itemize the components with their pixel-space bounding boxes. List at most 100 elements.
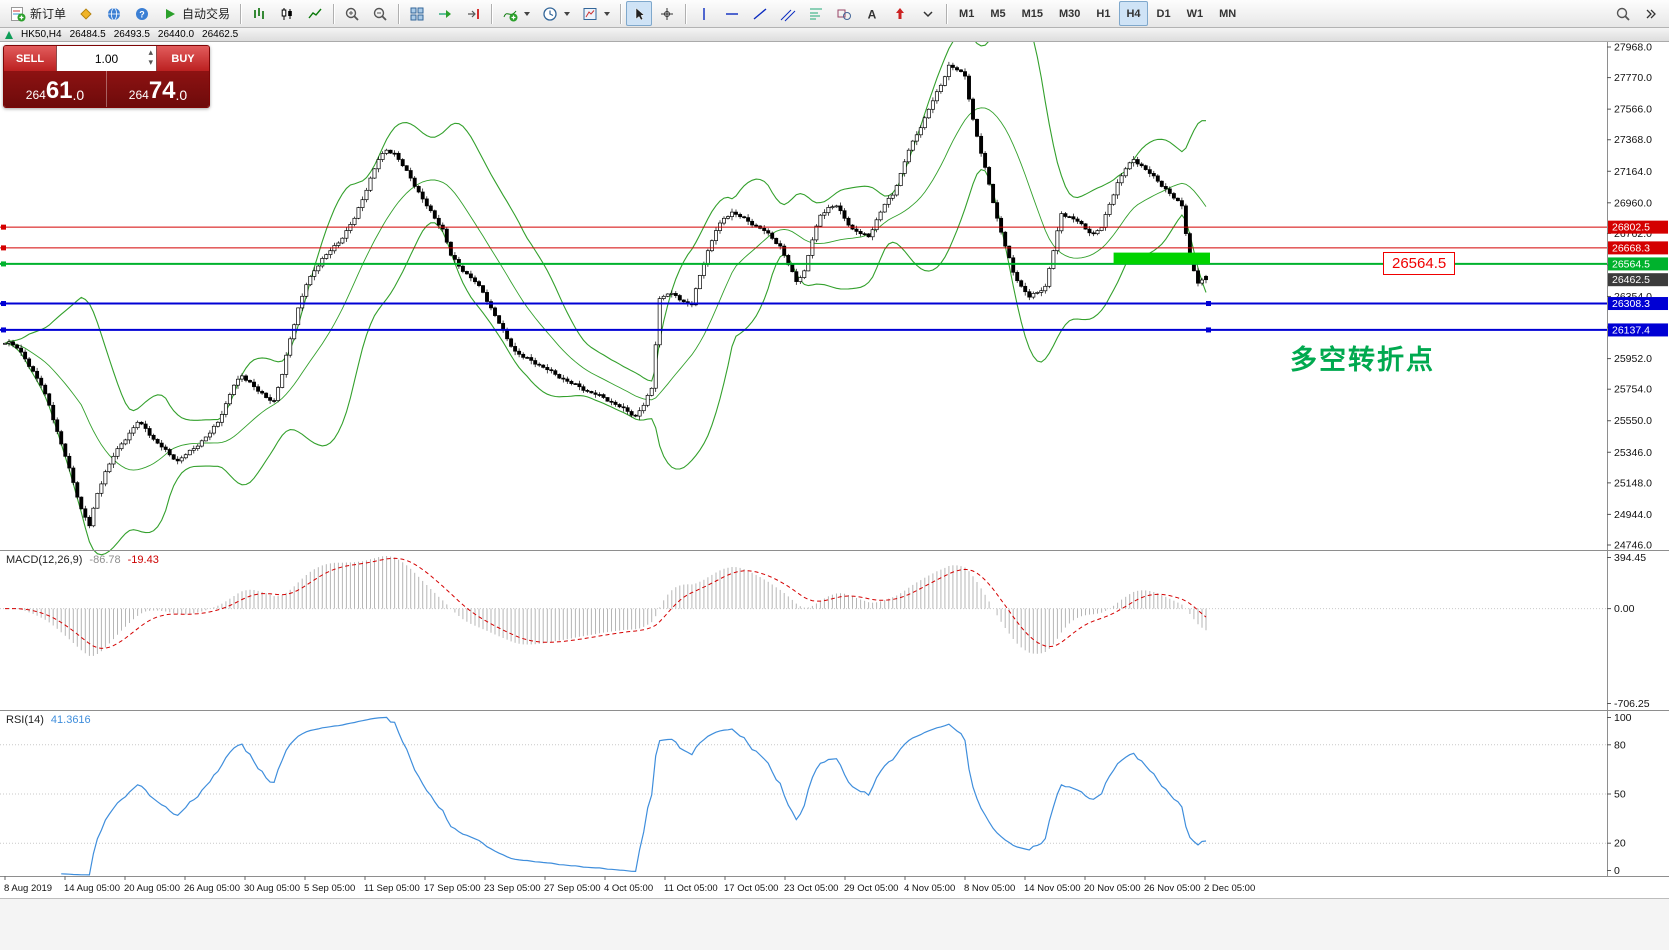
line-anchor[interactable] — [1, 327, 6, 333]
dropdown-caret-icon — [524, 11, 531, 16]
rsi-name: RSI(14) — [6, 714, 44, 726]
sell-price[interactable]: 264 61.0 — [25, 77, 85, 104]
time-tick-label: 17 Oct 05:00 — [724, 883, 778, 894]
price-callout-label[interactable]: 26564.5 — [1383, 252, 1456, 275]
timeframe-w1-button[interactable]: W1 — [1186, 7, 1204, 20]
templates-button[interactable] — [577, 1, 615, 26]
turning-point-annotation[interactable]: 多空转折点 — [1290, 345, 1435, 375]
chart-shift-button[interactable] — [460, 1, 486, 26]
volume-value[interactable]: 1.00 — [94, 51, 119, 66]
bar-chart-button[interactable] — [246, 1, 272, 26]
horizontal-line-button[interactable] — [719, 1, 745, 26]
overflow-icon — [1646, 9, 1656, 18]
time-tick-label: 17 Sep 05:00 — [424, 883, 481, 894]
time-tick-label: 29 Oct 05:00 — [844, 883, 898, 894]
candlestick-chart-button[interactable] — [274, 1, 300, 26]
macd-name: MACD(12,26,9) — [6, 554, 83, 566]
timeframe-mn-button[interactable]: MN — [1219, 7, 1237, 20]
zoom-in-icon — [345, 7, 359, 21]
timeframe-m30-button[interactable]: M30 — [1059, 7, 1081, 20]
candles-layer — [3, 61, 1208, 529]
indicators-button[interactable] — [497, 1, 535, 26]
highlight-rectangle[interactable] — [1113, 252, 1210, 264]
rsi-scale-label: 20 — [1614, 838, 1626, 850]
price-tick-label: 25754.0 — [1614, 384, 1652, 396]
timeframe-h1-button[interactable]: H1 — [1096, 7, 1111, 20]
timeframe-h4-button[interactable]: H4 — [1119, 1, 1148, 26]
clock-icon — [543, 6, 557, 21]
price-scale: 27968.0 27770.0 27566.0 27368.0 27164.0 26960… — [1607, 42, 1668, 552]
toolbar-overflow-button[interactable] — [1638, 1, 1664, 26]
line-anchor[interactable] — [1, 224, 6, 230]
auto-scroll-button[interactable] — [432, 1, 458, 26]
price-tick-label: 27770.0 — [1614, 72, 1652, 84]
timeframe-d1-button[interactable]: D1 — [1156, 7, 1171, 20]
time-tick-label: 20 Nov 05:00 — [1084, 883, 1141, 894]
time-tick-label: 26 Aug 05:00 — [184, 883, 240, 894]
shapes-icon — [837, 9, 852, 20]
line-anchor[interactable] — [1, 261, 6, 267]
price-tick-label: 27164.0 — [1614, 166, 1652, 178]
objects-list-button[interactable] — [915, 1, 941, 26]
toolbar-separator — [685, 3, 687, 24]
periods-button[interactable] — [537, 1, 575, 26]
line-anchor[interactable] — [1, 245, 6, 251]
chart-area[interactable]: 27968.0 27770.0 27566.0 27368.0 27164.0 26960… — [0, 42, 1669, 898]
quick-search-button[interactable] — [1610, 1, 1636, 26]
crosshair-button[interactable] — [654, 1, 680, 26]
macd-layer: 394.45 0.00 -706.25 — [0, 552, 1650, 710]
toolbar-separator — [240, 3, 242, 24]
play-icon — [166, 8, 176, 19]
line-chart-button[interactable] — [302, 1, 328, 26]
price-tick-label: 26960.0 — [1614, 197, 1652, 209]
timeframe-m1-button[interactable]: M1 — [959, 7, 975, 20]
community-button[interactable] — [101, 1, 127, 26]
volume-down-button[interactable]: ▾ — [148, 57, 153, 67]
timeframe-m5-button[interactable]: M5 — [990, 7, 1006, 20]
chart-window-icon — [5, 30, 13, 39]
timeframe-m15-button[interactable]: M15 — [1021, 7, 1043, 20]
volume-spinner[interactable]: ▴ ▾ — [148, 47, 153, 67]
line-anchor[interactable] — [1, 301, 6, 307]
new-order-icon — [11, 6, 26, 21]
time-tick-label: 5 Sep 05:00 — [304, 883, 355, 894]
text-icon: A — [868, 7, 877, 21]
toolbar-right-group — [1609, 1, 1665, 26]
bars-icon — [254, 7, 264, 19]
globe-icon — [108, 7, 121, 20]
price-tick-label: 25346.0 — [1614, 447, 1652, 459]
auto-trading-button[interactable]: 自动交易 — [157, 1, 235, 26]
trendline-button[interactable] — [747, 1, 773, 26]
buy-price[interactable]: 264 74.0 — [106, 71, 209, 107]
diamond-icon — [80, 7, 92, 20]
vline-icon — [703, 7, 705, 20]
time-tick-label: 8 Nov 05:00 — [964, 883, 1015, 894]
chart-symbol-period: HK50,H4 — [21, 29, 62, 40]
price-tick-label: 25550.0 — [1614, 415, 1652, 427]
equidistant-channel-button[interactable] — [775, 1, 801, 26]
time-tick-label: 11 Oct 05:00 — [664, 883, 718, 894]
rsi-scale-label: 0 — [1614, 865, 1620, 877]
zoom-in-button[interactable] — [339, 1, 365, 26]
volume-field[interactable]: 1.00 ▴ ▾ — [56, 46, 157, 71]
help-button[interactable]: ? — [129, 1, 155, 26]
text-label-button[interactable]: A — [859, 1, 885, 26]
mql5-market-button[interactable] — [73, 1, 99, 26]
sell-button[interactable]: SELL — [4, 46, 56, 71]
shapes-button[interactable] — [831, 1, 857, 26]
chart-canvas: 27968.0 27770.0 27566.0 27368.0 27164.0 26960… — [0, 42, 1669, 894]
time-tick-label: 26 Nov 05:00 — [1144, 883, 1201, 894]
new-order-button[interactable]: 新订单 — [5, 1, 71, 26]
tile-windows-button[interactable] — [404, 1, 430, 26]
fibonacci-button[interactable] — [803, 1, 829, 26]
buy-button[interactable]: BUY — [157, 46, 209, 71]
arrow-objects-button[interactable] — [887, 1, 913, 26]
rsi-scale-label: 50 — [1614, 789, 1626, 801]
cursor-button[interactable] — [626, 1, 653, 26]
vertical-line-button[interactable] — [691, 1, 717, 26]
levels-layer — [0, 224, 1607, 333]
zoom-out-button[interactable] — [367, 1, 393, 26]
volume-up-button[interactable]: ▴ — [148, 47, 153, 57]
new-order-button-label: 新订单 — [30, 7, 67, 21]
time-tick-label: 11 Sep 05:00 — [364, 883, 420, 894]
